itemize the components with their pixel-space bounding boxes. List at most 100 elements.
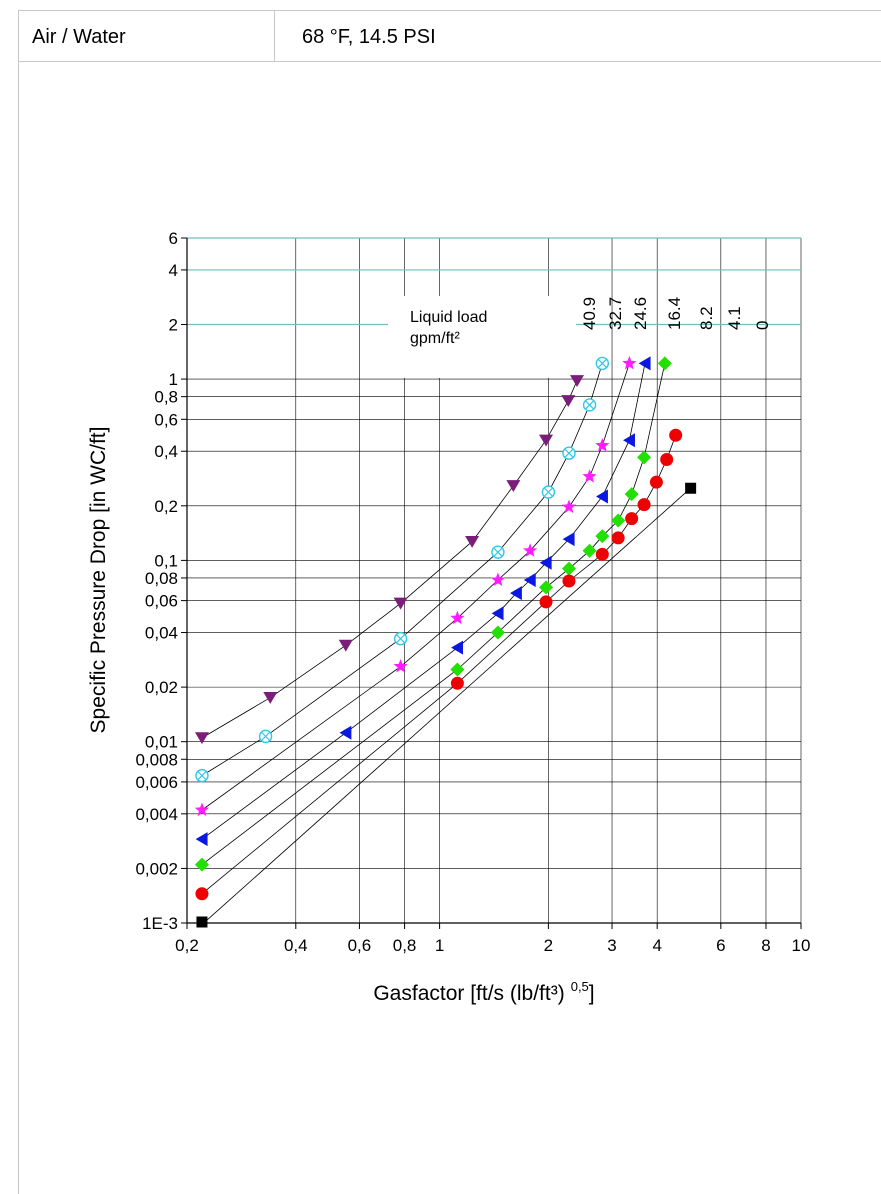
x-axis-label-exponent: 0,5 xyxy=(571,979,589,994)
x-tick-label: 6 xyxy=(716,936,725,955)
table-row-divider xyxy=(18,61,881,62)
x-tick-label: 0,6 xyxy=(348,936,372,955)
legend: Liquid load gpm/ft² xyxy=(388,296,576,378)
circle-marker xyxy=(649,475,663,489)
triangle-down-marker xyxy=(263,692,278,704)
circle-marker xyxy=(562,574,576,588)
y-tick-label: 1 xyxy=(169,370,178,389)
circle-marker xyxy=(539,595,553,609)
triangle-left-marker xyxy=(596,489,608,504)
triangle-left-marker xyxy=(195,832,208,847)
circle-x-marker xyxy=(541,485,556,499)
legend-background xyxy=(388,296,576,378)
circle-marker xyxy=(625,512,639,526)
y-tick-label: 0,02 xyxy=(145,678,178,697)
triangle-left-marker xyxy=(509,586,522,601)
triangle-left-marker xyxy=(638,356,651,371)
grid-lines xyxy=(186,237,802,924)
circle-x-stroke xyxy=(261,731,271,741)
diamond-marker xyxy=(561,561,576,576)
table-column-divider xyxy=(274,10,275,61)
triangle-down-marker xyxy=(561,395,576,407)
x-tick-label: 4 xyxy=(652,936,661,955)
y-tick-label: 0,004 xyxy=(135,805,178,824)
y-tick-label: 0,8 xyxy=(154,388,178,407)
y-tick-label: 0,06 xyxy=(145,592,178,611)
diamond-marker xyxy=(194,857,209,872)
y-tick-label: 4 xyxy=(169,261,178,280)
triangle-down-marker xyxy=(506,480,521,493)
circle-x-marker xyxy=(562,446,576,460)
star-marker xyxy=(194,802,210,817)
legend-label-40-9: 40.9 xyxy=(580,297,599,330)
legend-label-4-1: 4.1 xyxy=(725,306,744,330)
triangle-left-marker xyxy=(339,725,352,740)
x-axis-label: Gasfactor [ft/s (lb/ft³) 0,5] xyxy=(373,979,594,1005)
legend-series-labels: 40.9 32.7 24.6 16.4 8.2 4.1 0 xyxy=(580,297,772,330)
conditions-cell: 68 °F, 14.5 PSI xyxy=(302,26,436,48)
y-tick-label: 0,04 xyxy=(145,624,178,643)
table-top-border xyxy=(18,10,881,11)
diamond-marker xyxy=(611,513,626,528)
data-markers xyxy=(194,355,697,928)
circle-x-marker xyxy=(582,398,597,412)
star-marker xyxy=(450,610,465,625)
circle-x-marker xyxy=(258,729,273,744)
circle-x-stroke xyxy=(396,634,406,644)
circle-x-stroke xyxy=(493,547,503,557)
square-marker xyxy=(685,482,697,494)
triangle-left-marker xyxy=(539,555,552,570)
x-tick-label: 2 xyxy=(544,936,553,955)
star-marker xyxy=(595,438,610,452)
square-marker xyxy=(196,916,208,928)
y-tick-label: 0,006 xyxy=(135,773,178,792)
x-tick-label: 0,8 xyxy=(393,936,417,955)
circle-marker xyxy=(637,498,651,512)
triangle-down-marker xyxy=(194,732,209,745)
diamond-marker xyxy=(582,543,597,558)
legend-title-line1: Liquid load xyxy=(410,309,487,326)
fit-line xyxy=(201,363,603,776)
y-tick-label: 0,008 xyxy=(135,750,178,769)
triangle-left-marker xyxy=(523,572,536,587)
y-tick-label: 2 xyxy=(169,316,178,335)
diamond-marker xyxy=(539,580,554,595)
legend-label-32-7: 32.7 xyxy=(606,297,625,330)
x-axis-ticks: 0,2 0,4 0,6 0,8 1 2 3 4 6 8 10 xyxy=(175,923,810,955)
x-tick-label: 10 xyxy=(792,936,811,955)
y-tick-label: 0,2 xyxy=(154,497,178,516)
y-tick-label: 0,1 xyxy=(154,551,178,570)
circle-marker xyxy=(611,531,625,545)
star-marker xyxy=(561,499,577,514)
y-tick-label: 6 xyxy=(169,229,178,248)
medium-cell: Air / Water xyxy=(32,26,126,48)
triangle-left-marker xyxy=(562,532,575,547)
legend-label-24-6: 24.6 xyxy=(631,297,650,330)
triangle-down-marker xyxy=(393,597,408,610)
circle-x-marker xyxy=(393,631,408,646)
circle-x-stroke xyxy=(597,359,607,368)
circle-marker xyxy=(195,887,209,901)
y-axis-label: Specific Pressure Drop [in WC/ft] xyxy=(87,427,110,734)
circle-x-stroke xyxy=(543,487,553,497)
x-tick-label: 0,4 xyxy=(284,936,308,955)
circle-x-stroke xyxy=(564,448,574,458)
circle-x-marker xyxy=(595,356,610,371)
fit-line xyxy=(201,487,691,925)
x-axis-label-main: Gasfactor [ft/s (lb/ft³) xyxy=(373,982,564,1005)
circle-x-stroke xyxy=(197,771,207,781)
triangle-down-marker xyxy=(570,375,585,387)
circle-x-stroke xyxy=(585,400,594,410)
triangle-down-marker xyxy=(465,535,480,548)
triangle-left-marker xyxy=(623,433,635,448)
y-tick-label: 0,08 xyxy=(145,569,178,588)
triangle-left-marker xyxy=(491,606,504,621)
triangle-left-marker xyxy=(451,640,463,655)
x-tick-label: 8 xyxy=(761,936,770,955)
diamond-marker xyxy=(490,625,505,640)
star-marker xyxy=(582,469,597,483)
star-marker xyxy=(622,355,637,370)
y-tick-label: 0,4 xyxy=(154,442,178,461)
